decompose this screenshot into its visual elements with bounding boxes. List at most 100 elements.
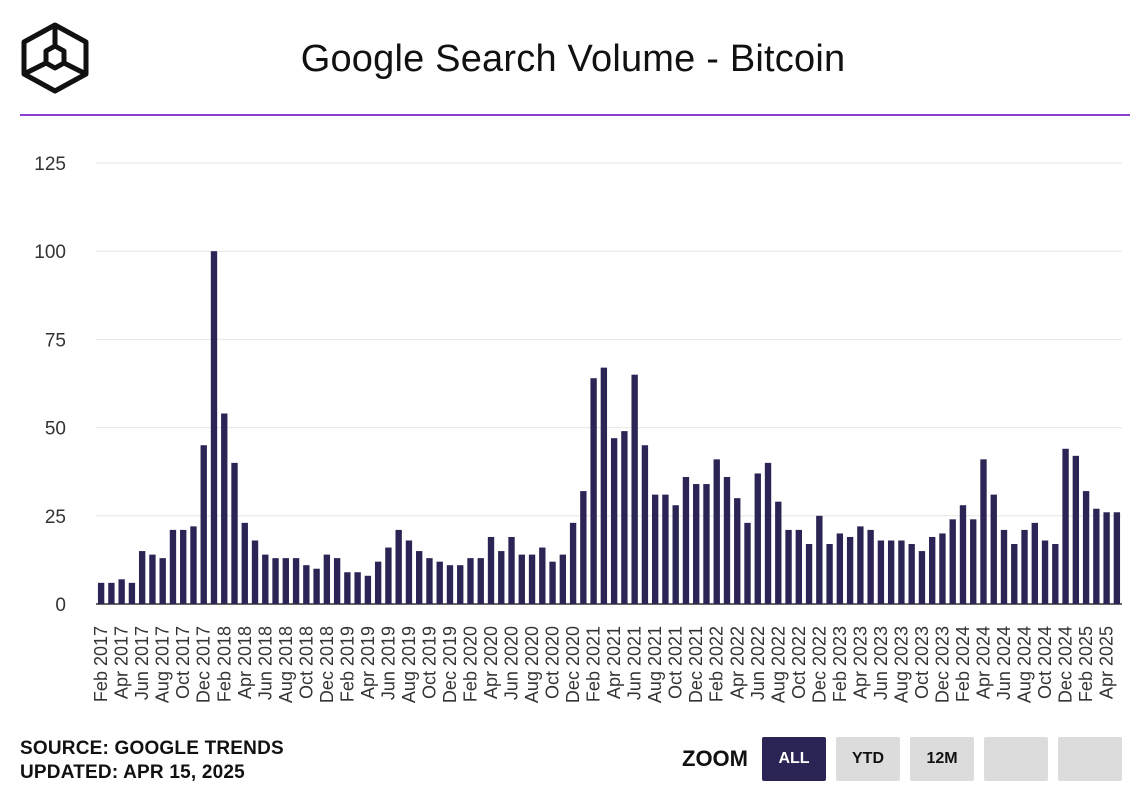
x-tick-label: Jun 2017 <box>132 626 152 700</box>
bar <box>528 554 536 604</box>
bar <box>775 501 782 604</box>
x-tick-label: Aug 2021 <box>645 626 665 703</box>
x-tick-label: Jun 2021 <box>625 626 645 700</box>
x-tick-label: Aug 2018 <box>276 626 296 703</box>
bar <box>610 438 618 604</box>
bar <box>508 536 515 604</box>
x-tick-label: Apr 2021 <box>604 626 624 699</box>
bar <box>569 522 577 604</box>
bar <box>590 378 597 604</box>
x-tick-label: Oct 2018 <box>296 626 316 699</box>
bar <box>672 505 679 604</box>
bar <box>1041 540 1049 604</box>
x-tick-label: Feb 2023 <box>830 626 850 702</box>
y-tick-label: 0 <box>55 595 66 616</box>
zoom-all-button[interactable]: ALL <box>762 737 826 781</box>
bar <box>1021 529 1028 604</box>
bar <box>1011 544 1018 604</box>
x-tick-label: Apr 2019 <box>358 626 378 699</box>
bar <box>416 551 423 604</box>
bar <box>805 544 813 604</box>
bar <box>405 540 413 604</box>
bar <box>959 505 967 604</box>
bar <box>846 536 854 604</box>
x-tick-label: Oct 2024 <box>1035 626 1055 699</box>
bar <box>723 476 731 604</box>
x-tick-label: Feb 2019 <box>337 626 357 702</box>
bar <box>1072 455 1080 604</box>
x-tick-label: Dec 2022 <box>809 626 829 703</box>
bar <box>241 522 248 604</box>
bar <box>949 519 956 604</box>
bar <box>385 547 392 604</box>
bar <box>128 582 136 604</box>
x-tick-label: Feb 2022 <box>707 626 727 702</box>
cube-logo-icon <box>21 22 89 94</box>
bar <box>1000 529 1008 604</box>
bar <box>1082 491 1090 604</box>
bar <box>457 565 464 604</box>
bar <box>795 529 802 604</box>
x-tick-label: Dec 2020 <box>563 626 583 703</box>
bar <box>487 536 495 604</box>
x-tick-label: Aug 2020 <box>522 626 542 703</box>
bar <box>118 579 125 604</box>
x-tick-label: Dec 2024 <box>1056 626 1076 703</box>
x-tick-label: Feb 2025 <box>1076 626 1096 702</box>
x-tick-label: Oct 2020 <box>543 626 563 699</box>
bar <box>539 547 546 604</box>
bar <box>159 558 166 604</box>
x-tick-label: Dec 2021 <box>686 626 706 703</box>
bar <box>600 367 608 604</box>
bar <box>1031 522 1038 604</box>
x-tick-label: Apr 2025 <box>1097 626 1117 699</box>
x-tick-label: Jun 2024 <box>994 626 1014 700</box>
bar <box>734 498 741 604</box>
zoom-12m-button[interactable]: 12M <box>910 737 974 781</box>
x-tick-label: Dec 2017 <box>194 626 214 703</box>
y-tick-label: 50 <box>45 419 66 440</box>
zoom-extra-button-1[interactable] <box>984 737 1048 781</box>
bar <box>1062 448 1069 604</box>
bar <box>1113 512 1121 604</box>
zoom-extra-button-2[interactable] <box>1058 737 1122 781</box>
bar <box>764 462 772 604</box>
bar <box>559 554 567 604</box>
bar <box>251 540 259 604</box>
bar <box>344 572 351 604</box>
x-tick-label: Apr 2024 <box>973 626 993 699</box>
y-axis-ticks: 0 25 50 75 100 125 <box>34 154 66 616</box>
bar <box>1103 512 1110 604</box>
bar <box>498 551 505 604</box>
zoom-ytd-button[interactable]: YTD <box>836 737 900 781</box>
bar <box>272 558 279 604</box>
x-tick-label: Dec 2018 <box>317 626 337 703</box>
bar <box>929 536 936 604</box>
chart-title: Google Search Volume - Bitcoin <box>300 38 846 80</box>
x-tick-label: Jun 2022 <box>748 626 768 700</box>
x-tick-label: Aug 2024 <box>1015 626 1035 703</box>
bar <box>364 575 372 604</box>
bar <box>1052 544 1059 604</box>
x-tick-label: Apr 2022 <box>727 626 747 699</box>
y-tick-label: 75 <box>45 330 66 351</box>
bar <box>395 529 402 604</box>
bar <box>693 484 700 604</box>
x-tick-label: Aug 2017 <box>153 626 173 703</box>
bar <box>887 540 895 604</box>
bar <box>816 515 823 604</box>
bar <box>180 529 187 604</box>
x-tick-label: Feb 2020 <box>460 626 480 702</box>
bar <box>877 540 885 604</box>
bar <box>836 533 844 604</box>
x-tick-label: Oct 2021 <box>666 626 686 699</box>
bar <box>97 582 105 604</box>
x-tick-label: Feb 2024 <box>953 626 973 702</box>
bar <box>826 544 833 604</box>
x-tick-label: Apr 2018 <box>235 626 255 699</box>
x-tick-label: Jun 2018 <box>255 626 275 700</box>
bar <box>436 561 443 604</box>
bar <box>754 473 761 604</box>
x-tick-label: Aug 2023 <box>891 626 911 703</box>
